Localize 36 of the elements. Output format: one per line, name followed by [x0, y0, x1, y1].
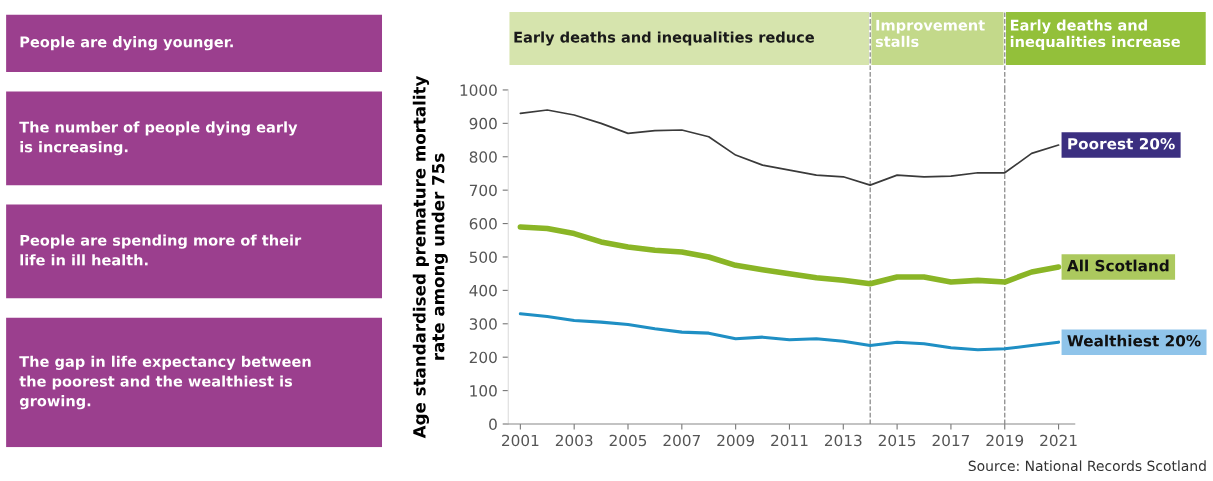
y-tick-label: 700 — [469, 184, 497, 197]
x-tick-label: 2003 — [555, 434, 593, 447]
y-tick-label: 1000 — [460, 84, 497, 96]
y-tick-label: 800 — [469, 151, 497, 163]
text: The gap in life expectancy between the poorest and the wealthiest is growing. — [19, 355, 311, 410]
line-series — [519, 109, 1060, 186]
y-tick-label: 600 — [469, 218, 497, 230]
ref-line-label: Early deaths and inequalities increase — [1010, 19, 1180, 50]
x-tick-label: 2021 — [1040, 434, 1077, 447]
ref-line-label: Improvement stalls — [875, 19, 985, 48]
x-tick-label: 2001 — [502, 434, 539, 447]
source-note: Source: National Records Scotland — [968, 460, 1206, 472]
y-tick-label: 200 — [469, 351, 497, 364]
x-tick-label: 2015 — [878, 434, 916, 447]
series-label: All Scotland — [1066, 259, 1169, 272]
text: The number of people dying early is increasing. — [19, 121, 298, 156]
y-tick-label: 400 — [469, 284, 497, 297]
y-tick-label: 0 — [489, 418, 497, 431]
text: People are dying younger. — [20, 36, 233, 51]
x-tick-label: 2019 — [986, 434, 1024, 447]
y-tick-label: 900 — [469, 117, 497, 130]
y-tick-label: 100 — [470, 385, 497, 397]
text: Early deaths and inequalities reduce — [514, 31, 814, 46]
x-tick-label: 2005 — [609, 434, 647, 447]
series-label: Poorest 20% — [1068, 137, 1175, 150]
text: People are spending more of their life in ill health. — [20, 234, 302, 266]
line-series — [518, 312, 1061, 352]
series-label: Wealthiest 20% — [1067, 334, 1201, 347]
x-tick-label: 2017 — [932, 434, 970, 447]
x-tick-label: 2007 — [663, 434, 700, 447]
y-tick-label: 300 — [469, 318, 497, 330]
y-axis-title: Age standardised premature mortality rate among under 75s — [412, 75, 448, 439]
x-tick-label: 2011 — [771, 434, 808, 447]
x-tick-label: 2009 — [717, 434, 755, 447]
x-tick-label: 2013 — [824, 434, 862, 447]
y-tick-label: 500 — [469, 251, 497, 263]
